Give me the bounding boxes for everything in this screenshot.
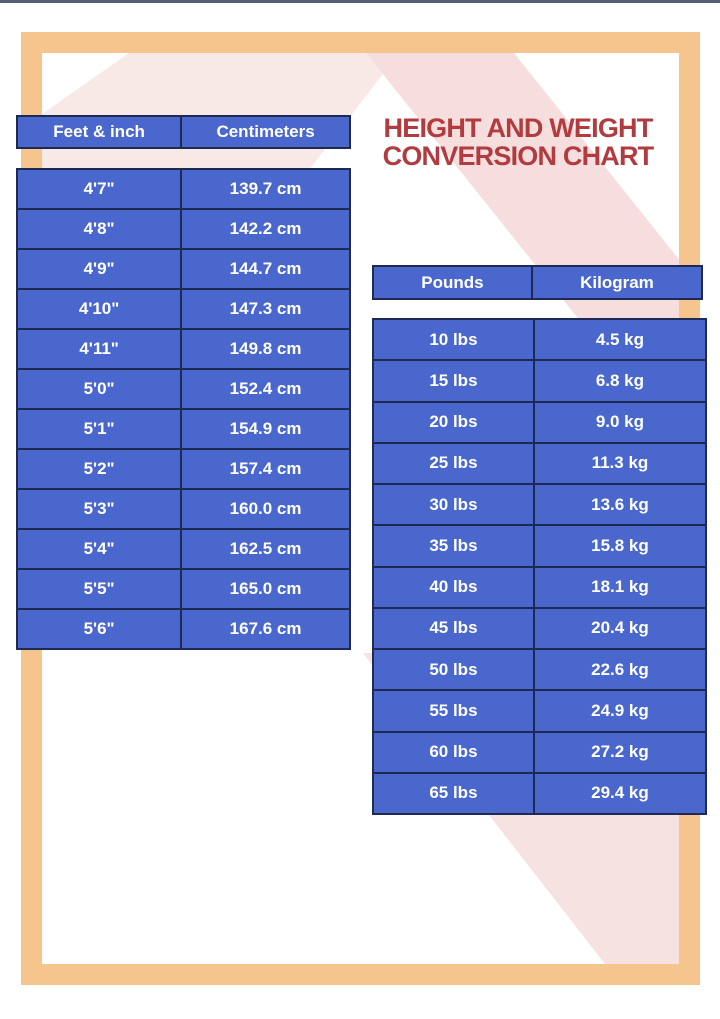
table-row: 4'7" 139.7 cm [18,170,349,208]
height-column-header-feet-inch: Feet & inch [18,117,183,147]
table-row: 60 lbs 27.2 kg [374,730,705,772]
table-row: 55 lbs 24.9 kg [374,689,705,731]
weight-column-header-pounds: Pounds [374,267,533,298]
table-cell: 4'11" [18,330,183,368]
page-title-line-2: CONVERSION CHART [382,141,655,171]
table-cell: 162.5 cm [229,539,302,558]
table-cell: 5'5" [18,570,183,608]
table-cell: 4'7" [18,170,183,208]
table-cell: 24.9 kg [591,700,649,720]
table-cell: 25 lbs [374,443,535,483]
table-cell: 160.0 cm [229,499,302,518]
table-cell: 35 lbs [374,526,535,566]
table-cell: 30 lbs [374,485,535,525]
weight-table-header: Pounds Kilogram [372,265,703,300]
table-cell: 15.8 kg [591,535,649,555]
table-cell: 20.4 kg [591,618,649,638]
table-cell: 13.6 kg [591,494,649,514]
table-cell: 139.7 cm [229,179,302,198]
table-cell: 40 lbs [374,567,535,607]
table-cell: 167.6 cm [229,619,302,638]
table-row: 4'8" 142.2 cm [18,208,349,248]
table-cell: 45 lbs [374,608,535,648]
table-cell: 165.0 cm [229,579,302,598]
table-cell: 65 lbs [374,773,535,813]
table-cell: 5'2" [18,450,183,488]
table-cell: 4'10" [18,290,183,328]
table-cell: 5'4" [18,530,183,568]
table-row: 20 lbs 9.0 kg [374,400,705,442]
page-title: HEIGHT AND WEIGHT CONVERSION CHART [372,114,664,170]
top-edge-strip [0,0,720,3]
height-column-header-centimeters: Centimeters [216,122,315,141]
table-row: 30 lbs 13.6 kg [374,483,705,525]
table-cell: 144.7 cm [229,259,302,278]
height-table-header: Feet & inch Centimeters [16,115,351,149]
table-cell: 9.0 kg [595,412,645,432]
table-cell: 55 lbs [374,691,535,731]
table-row: 10 lbs 4.5 kg [374,320,705,360]
table-cell: 5'1" [18,410,183,448]
table-row: 4'11" 149.8 cm [18,328,349,368]
table-row: 4'10" 147.3 cm [18,288,349,328]
table-row: 4'9" 144.7 cm [18,248,349,288]
table-row: 35 lbs 15.8 kg [374,524,705,566]
table-row: 25 lbs 11.3 kg [374,441,705,483]
table-cell: 4'9" [18,250,183,288]
table-cell: 147.3 cm [229,299,302,318]
table-cell: 50 lbs [374,650,535,690]
table-row: 50 lbs 22.6 kg [374,648,705,690]
table-row: 5'1" 154.9 cm [18,408,349,448]
table-cell: 5'6" [18,610,183,648]
page-title-line-1: HEIGHT AND WEIGHT [383,113,654,143]
table-cell: 5'3" [18,490,183,528]
table-row: 5'4" 162.5 cm [18,528,349,568]
weight-column-header-kilogram: Kilogram [580,272,654,292]
table-cell: 60 lbs [374,732,535,772]
table-cell: 154.9 cm [229,419,302,438]
table-row: 15 lbs 6.8 kg [374,359,705,401]
table-row: 5'0" 152.4 cm [18,368,349,408]
table-cell: 152.4 cm [229,379,302,398]
table-row: 5'5" 165.0 cm [18,568,349,608]
table-cell: 29.4 kg [591,783,649,803]
table-cell: 6.8 kg [595,370,645,390]
table-cell: 15 lbs [374,361,535,401]
table-cell: 149.8 cm [229,339,302,358]
table-cell: 27.2 kg [591,742,649,762]
table-cell: 22.6 kg [591,659,649,679]
table-cell: 142.2 cm [229,219,302,238]
table-row: 5'2" 157.4 cm [18,448,349,488]
table-row: 45 lbs 20.4 kg [374,606,705,648]
table-cell: 18.1 kg [591,577,649,597]
table-cell: 10 lbs [374,320,535,360]
table-cell: 11.3 kg [591,453,649,473]
table-row: 65 lbs 29.4 kg [374,771,705,813]
table-row: 40 lbs 18.1 kg [374,565,705,607]
weight-table-body: 10 lbs 4.5 kg 15 lbs 6.8 kg 20 lbs 9.0 kg 25 l… [372,318,707,815]
table-cell: 4.5 kg [595,329,645,349]
table-row: 5'6" 167.6 cm [18,608,349,648]
table-cell: 20 lbs [374,402,535,442]
height-table-body: 4'7" 139.7 cm 4'8" 142.2 cm 4'9" 144.7 cm 4'10… [16,168,351,650]
table-cell: 157.4 cm [229,459,302,478]
table-row: 5'3" 160.0 cm [18,488,349,528]
table-cell: 5'0" [18,370,183,408]
table-cell: 4'8" [18,210,183,248]
